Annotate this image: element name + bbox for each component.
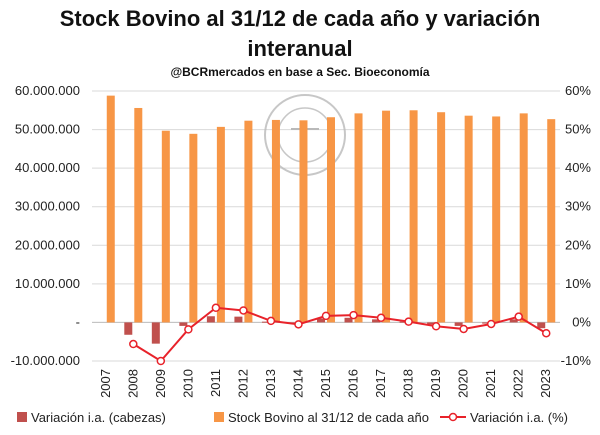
line-point-variacion-pct	[239, 306, 248, 315]
bar-variacion-cabezas	[124, 322, 133, 335]
x-tick-label: 2017	[373, 369, 388, 398]
chart-title-line2: interanual	[247, 36, 353, 61]
line-point-variacion-pct	[376, 313, 386, 323]
line-group	[129, 303, 551, 366]
legend-marker-variacion-pct	[448, 412, 458, 422]
legend-group: Variación i.a. (cabezas) Stock Bovino al …	[17, 410, 568, 425]
x-tick-label: 2013	[263, 369, 278, 398]
legend-label-variacion-cabezas: Variación i.a. (cabezas)	[31, 410, 166, 425]
x-tick-label: 2007	[98, 369, 113, 398]
line-variacion-pct	[132, 306, 547, 363]
bar-variacion-cabezas	[399, 321, 408, 323]
x-tick-label: 2022	[511, 369, 526, 398]
bar-stock-bovino	[519, 113, 528, 323]
line-point-variacion-pct	[321, 311, 331, 321]
y-right-tick-label: 50%	[565, 122, 591, 137]
legend-swatch-stock-bovino	[214, 412, 224, 422]
y-left-tick-label: 30.000.000	[15, 199, 80, 214]
chart-title: Stock Bovino al 31/12 de cada año y vari…	[59, 6, 541, 31]
x-tick-label: 2012	[235, 369, 250, 398]
bar-variacion-cabezas	[372, 319, 381, 323]
bar-stock-bovino	[492, 116, 501, 323]
bar-stock-bovino	[216, 126, 225, 323]
bars-group	[106, 95, 556, 344]
x-tick-label: 2009	[153, 369, 168, 398]
bar-stock-bovino	[437, 112, 446, 323]
x-tick-label: 2015	[318, 369, 333, 398]
y-left-tick-label: -10.000.000	[11, 353, 80, 368]
axes-group: -10.000.000-10.000.00020.000.00030.000.0…	[11, 83, 592, 398]
bar-variacion-cabezas	[482, 322, 491, 324]
x-tick-label: 2010	[180, 369, 195, 398]
y-right-tick-label: 40%	[565, 160, 591, 175]
y-left-tick-label: 40.000.000	[15, 160, 80, 175]
legend-label-stock-bovino: Stock Bovino al 31/12 de cada año	[228, 410, 429, 425]
line-point-variacion-pct	[514, 312, 523, 321]
bar-variacion-cabezas	[427, 322, 436, 325]
legend-label-variacion-pct: Variación i.a. (%)	[470, 410, 568, 425]
line-point-variacion-pct	[349, 310, 358, 320]
line-point-variacion-pct	[156, 356, 166, 366]
y-right-tick-label: -10%	[561, 353, 592, 368]
x-tick-label: 2020	[456, 369, 471, 398]
x-tick-label: 2018	[401, 369, 416, 398]
bar-variacion-cabezas	[151, 322, 160, 344]
bar-stock-bovino	[161, 130, 170, 323]
y-left-tick-label: 50.000.000	[15, 122, 80, 137]
bar-stock-bovino	[547, 119, 556, 323]
y-left-tick-label: -	[76, 314, 80, 329]
y-left-tick-label: 60.000.000	[15, 83, 80, 98]
x-tick-label: 2016	[346, 369, 361, 398]
bar-variacion-cabezas	[317, 318, 325, 323]
bar-stock-bovino	[106, 95, 115, 323]
bar-stock-bovino	[134, 107, 143, 323]
line-point-variacion-pct	[129, 339, 138, 349]
bar-variacion-cabezas	[537, 322, 546, 329]
line-point-variacion-pct	[459, 324, 468, 334]
line-point-variacion-pct	[211, 303, 221, 313]
x-tick-label: 2021	[483, 369, 498, 398]
x-tick-label: 2008	[125, 369, 140, 398]
line-point-variacion-pct	[294, 320, 303, 329]
line-point-variacion-pct	[486, 319, 496, 329]
bar-variacion-cabezas	[454, 322, 463, 326]
line-point-variacion-pct	[431, 322, 441, 331]
bar-stock-bovino	[189, 133, 198, 323]
chart-subtitle: @BCRmercados en base a Sec. Bioeconomía	[170, 65, 430, 79]
y-right-tick-label: 30%	[565, 199, 591, 214]
y-right-tick-label: 0%	[572, 314, 591, 329]
line-point-variacion-pct	[266, 316, 276, 326]
bar-variacion-cabezas	[344, 317, 353, 323]
bar-stock-bovino	[409, 110, 418, 323]
x-tick-label: 2011	[208, 369, 223, 397]
bar-stock-bovino	[299, 120, 308, 323]
bar-variacion-cabezas	[234, 316, 243, 323]
y-right-tick-label: 20%	[565, 237, 591, 252]
bar-stock-bovino	[382, 110, 391, 323]
y-left-tick-label: 20.000.000	[15, 237, 80, 252]
bar-variacion-cabezas	[509, 319, 518, 323]
bar-stock-bovino	[464, 115, 473, 323]
y-right-tick-label: 60%	[565, 83, 591, 98]
bar-stock-bovino	[354, 113, 363, 323]
bar-variacion-cabezas	[206, 316, 215, 323]
x-tick-label: 2023	[538, 369, 553, 398]
bar-stock-bovino	[327, 117, 335, 323]
line-point-variacion-pct	[404, 317, 413, 326]
line-point-variacion-pct	[541, 328, 551, 338]
x-tick-label: 2014	[290, 369, 305, 398]
bar-variacion-cabezas	[179, 322, 188, 326]
legend-swatch-variacion-cabezas	[17, 412, 27, 422]
bar-stock-bovino	[244, 120, 253, 323]
y-right-tick-label: 10%	[565, 276, 591, 291]
y-left-tick-label: 10.000.000	[15, 276, 80, 291]
line-point-variacion-pct	[184, 325, 193, 334]
x-tick-label: 2019	[428, 369, 443, 398]
bar-stock-bovino	[271, 119, 280, 323]
bar-variacion-cabezas	[261, 321, 270, 323]
